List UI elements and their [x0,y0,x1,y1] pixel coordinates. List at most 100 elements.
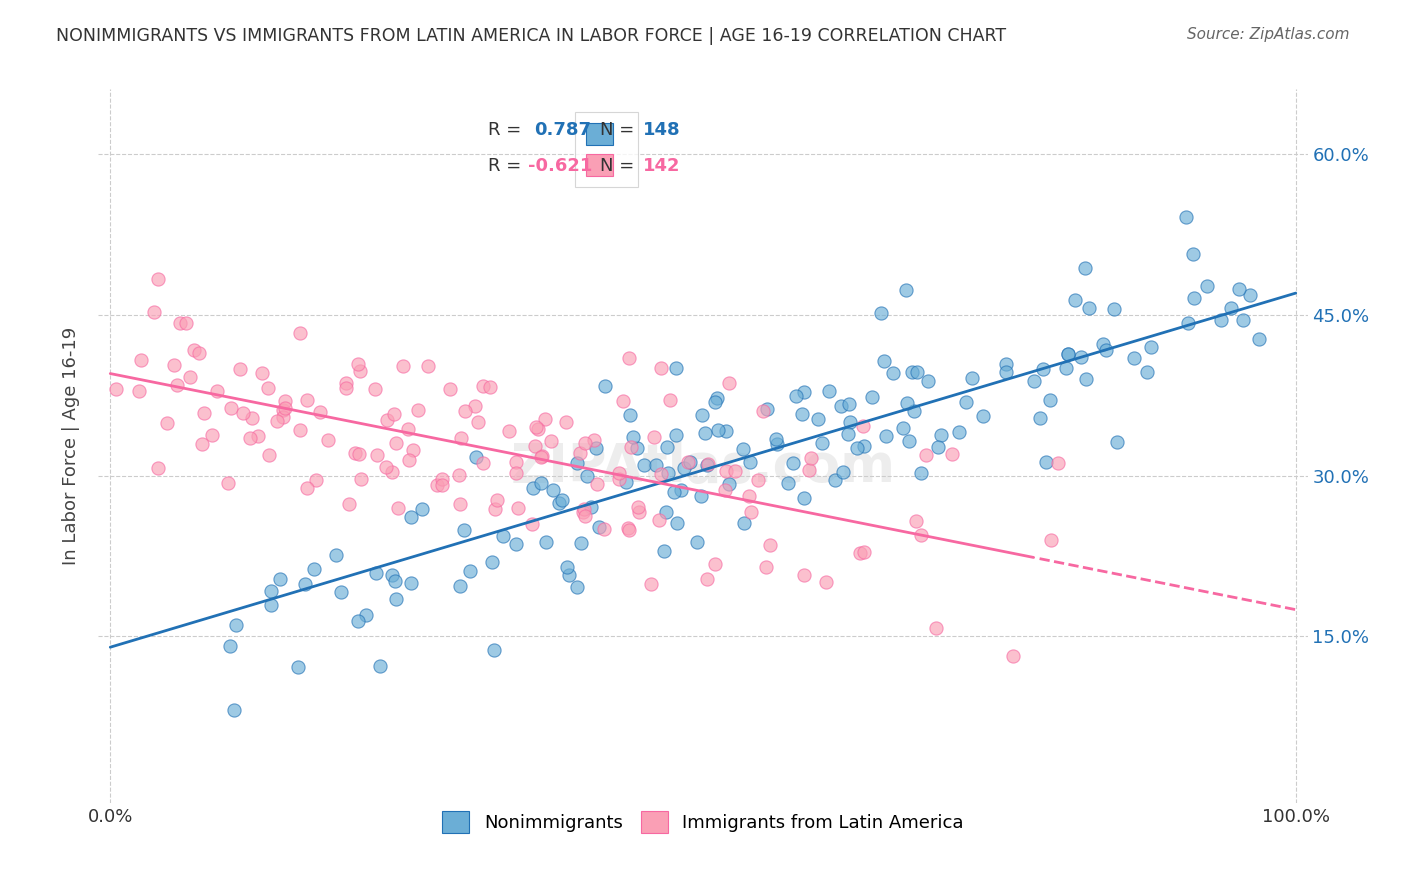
Point [994,365,1017,379]
Text: N =: N = [600,157,640,175]
Point [1232,313,1254,327]
Point [852,418,875,433]
Text: 0.787: 0.787 [534,121,591,139]
Point [627,505,650,519]
Point [752,404,775,418]
Legend: Nonimmigrants, Immigrants from Latin America: Nonimmigrants, Immigrants from Latin Ame… [432,800,974,844]
Point [533,411,555,425]
Point [849,546,872,560]
Point [896,395,918,409]
Point [875,429,897,443]
Point [1070,350,1092,364]
Point [305,473,328,487]
Point [239,431,262,445]
Text: 148: 148 [643,121,681,139]
Point [385,592,408,607]
Point [193,406,215,420]
Point [260,599,283,613]
Point [551,493,574,508]
Point [755,560,778,574]
Point [449,579,471,593]
Point [891,421,914,435]
Point [454,403,477,417]
Point [575,469,598,483]
Point [555,416,578,430]
Point [1220,301,1243,315]
Point [704,557,727,571]
Point [574,436,596,450]
Point [659,393,682,408]
Text: 142: 142 [643,157,681,175]
Point [648,513,671,527]
Point [831,465,853,479]
Point [994,357,1017,371]
Point [1024,374,1046,388]
Point [643,430,665,444]
Point [381,567,404,582]
Point [482,643,505,657]
Point [824,473,846,487]
Point [399,575,422,590]
Point [294,577,316,591]
Point [724,464,747,478]
Point [416,359,439,374]
Point [838,397,860,411]
Point [800,450,823,465]
Point [201,427,224,442]
Point [1136,366,1159,380]
Point [506,500,529,515]
Point [612,393,634,408]
Point [621,429,644,443]
Point [449,468,471,483]
Point [607,472,630,486]
Point [269,572,291,586]
Point [860,390,883,404]
Point [366,448,388,462]
Point [927,440,949,454]
Point [626,442,648,456]
Point [382,407,405,421]
Point [162,358,184,372]
Point [187,346,209,360]
Point [402,443,425,458]
Point [471,379,494,393]
Point [571,505,593,519]
Point [690,408,713,422]
Point [430,478,453,492]
Point [246,429,269,443]
Point [1057,347,1080,361]
Point [1247,332,1270,346]
Point [582,433,605,447]
Point [384,436,406,450]
Point [830,399,852,413]
Point [343,446,366,460]
Point [148,271,170,285]
Point [797,462,820,476]
Point [335,376,357,390]
Point [941,447,963,461]
Point [1074,261,1097,276]
Point [818,384,841,398]
Point [664,485,686,500]
Point [1197,279,1219,293]
Point [703,395,725,409]
Point [614,475,637,490]
Point [792,407,814,421]
Point [555,560,578,574]
Point [142,305,165,319]
Point [1057,347,1080,361]
Point [337,496,360,510]
Point [471,456,494,470]
Point [1039,392,1062,407]
Point [274,393,297,408]
Point [585,442,607,456]
Point [536,535,558,549]
Point [706,423,728,437]
Point [657,466,679,480]
Point [347,615,370,629]
Point [738,455,761,469]
Point [222,703,245,717]
Point [128,384,150,399]
Point [650,467,672,481]
Point [845,441,868,455]
